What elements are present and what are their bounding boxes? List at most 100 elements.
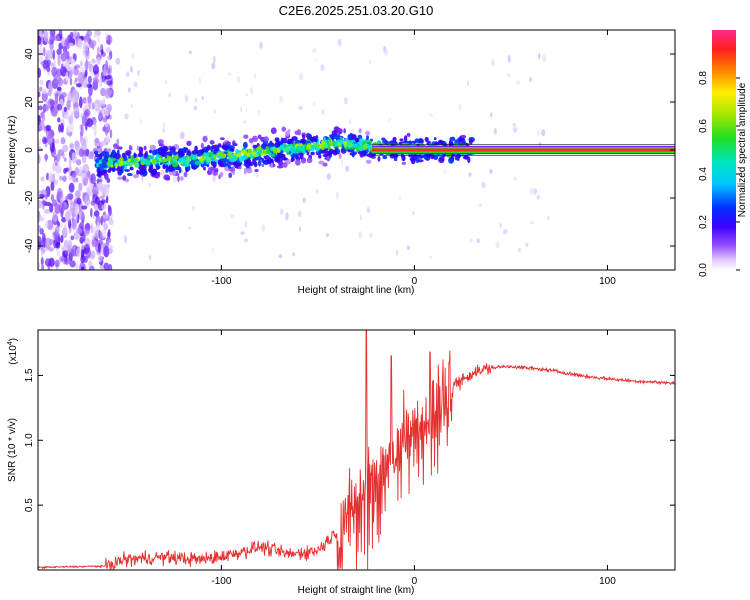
spectrogram-speckle (195, 98, 198, 103)
spectrogram-noise-blob (101, 199, 106, 204)
spectrogram-speckle (320, 64, 325, 71)
spectrogram-speckle (278, 254, 283, 259)
colorbar-tick-label: 0.0 (698, 263, 709, 277)
spectrogram-xtick-label: 0 (412, 276, 418, 287)
spectrogram-energy-blob (270, 162, 274, 168)
spectrogram-energy-blob (368, 152, 373, 158)
spectrogram-energy-blob (183, 171, 188, 178)
spectrogram-noise-blob (56, 250, 61, 257)
spectrogram-speckle (337, 38, 342, 47)
spectrogram-energy-blob (306, 157, 313, 164)
spectrogram-speckle (242, 120, 247, 124)
spectrogram-noise-blob (42, 104, 49, 112)
spectrogram-energy-blob (98, 163, 104, 168)
spectrogram-noise-blob (99, 195, 105, 200)
spectrogram-energy-blob (235, 148, 239, 155)
spectrogram-noise-blob (41, 200, 48, 205)
spectrogram-speckle (525, 242, 529, 248)
spectrogram-speckle (130, 104, 133, 108)
spectrogram-noise-blob (54, 75, 62, 84)
spectrogram-speckle (131, 52, 135, 60)
spectrogram-core-dot (108, 158, 111, 161)
spectrogram-energy-blob (243, 134, 249, 139)
spectrogram-energy-blob (357, 134, 363, 139)
spectrogram-speckle (191, 205, 196, 211)
spectrogram-noise-blob (52, 49, 56, 60)
spectrogram-ytick-label: 40 (24, 48, 35, 60)
spectrogram-core-dot (347, 142, 353, 148)
spectrogram-core-dot (247, 148, 253, 153)
spectrogram-noise-blob (68, 175, 73, 181)
spectrogram-core-dot (226, 152, 231, 156)
spectrogram-core-dot (191, 155, 196, 160)
spectrogram-speckle (298, 105, 303, 111)
spectrogram-noise-blob (38, 153, 41, 165)
spectrogram-energy-blob (96, 179, 103, 183)
spectrogram-noise-blob (93, 79, 100, 84)
spectrogram-core-dot (146, 160, 151, 165)
spectrogram-noise-blob (105, 135, 110, 144)
spectrogram-core-dot (127, 158, 132, 162)
spectrogram-core-dot (316, 144, 321, 148)
spectrogram-noise-blob (82, 41, 89, 52)
spectrogram-speckle (240, 231, 245, 235)
spectrogram-noise-blob (49, 30, 56, 37)
spectrogram-energy-blob (287, 128, 291, 133)
spectrogram-noise-blob (50, 181, 55, 192)
spectrogram-energy-blob (382, 155, 388, 160)
spectrogram-energy-blob (108, 167, 116, 171)
snr-xlabel: Height of straight line (km) (298, 585, 415, 596)
spectrogram-speckle (160, 169, 165, 176)
spectrogram-noise-blob (95, 196, 100, 205)
spectrogram-core-dot (337, 142, 341, 146)
spectrogram-noise-blob (93, 210, 100, 217)
spectrogram-energy-blob (143, 152, 148, 160)
spectrogram-speckle (315, 57, 318, 61)
spectrogram-energy-blob (302, 134, 306, 139)
spectrogram-energy-blob (176, 150, 184, 156)
spectrogram-noise-blob (69, 123, 75, 135)
spectrogram-energy-blob (110, 157, 114, 161)
spectrogram-noise-blob (38, 114, 42, 126)
spectrogram-speckle (236, 76, 241, 83)
spectrogram-speckle (305, 197, 307, 203)
spectrogram-core-dot (142, 158, 148, 164)
spectrogram-speckle (529, 220, 534, 225)
spectrogram-noise-blob (43, 46, 46, 57)
spectrogram-speckle (481, 181, 486, 189)
spectrogram-core-dot (296, 145, 301, 150)
spectrogram-ticks: -100 0 100 -40 -20 0 20 40 (24, 30, 675, 287)
spectrogram-noise-blob (58, 175, 64, 181)
snr-frame (37, 329, 676, 571)
spectrogram-core-dot (199, 157, 204, 162)
spectrogram-energy-blob (158, 143, 163, 147)
spectrogram-noise-blob (82, 177, 89, 187)
spectrogram-noise-blob (108, 263, 113, 270)
spectrogram-speckle (211, 247, 214, 254)
spectrogram-energy-blob (104, 172, 109, 180)
spectrogram-noise-blob (68, 42, 74, 47)
spectrogram-noise-blob (38, 47, 43, 53)
spectrogram-speckle (123, 233, 127, 241)
spectrogram-core-dot (241, 149, 247, 155)
spectrogram-speckle (313, 101, 316, 106)
spectrogram-noise-blob (54, 138, 60, 144)
spectrogram-energy-blob (341, 148, 345, 152)
spectrogram-noise-blob (93, 103, 99, 110)
spectrogram-core-dot (119, 161, 124, 166)
spectrogram-speckle (340, 159, 344, 167)
spectrogram-ylabel: Frequency (Hz) (7, 116, 18, 185)
spectrogram-speckle (537, 52, 541, 60)
spectrogram-speckle (536, 130, 540, 136)
spectrogram-noise-blob (69, 201, 76, 213)
spectrogram-noise-blob (45, 124, 52, 132)
spectrogram-noise-blob (96, 56, 102, 66)
spectrogram-noise-blob (54, 225, 60, 236)
spectrogram-energy-blob (399, 138, 404, 142)
tone-band-core (371, 148, 675, 152)
spectrogram-noise-blob (40, 257, 44, 266)
spectrogram-energy-blob (417, 159, 424, 163)
spectrogram-noise-blob (39, 80, 44, 85)
spectrogram-energy-blob (156, 171, 161, 176)
spectrogram-noise-blob (67, 239, 73, 252)
